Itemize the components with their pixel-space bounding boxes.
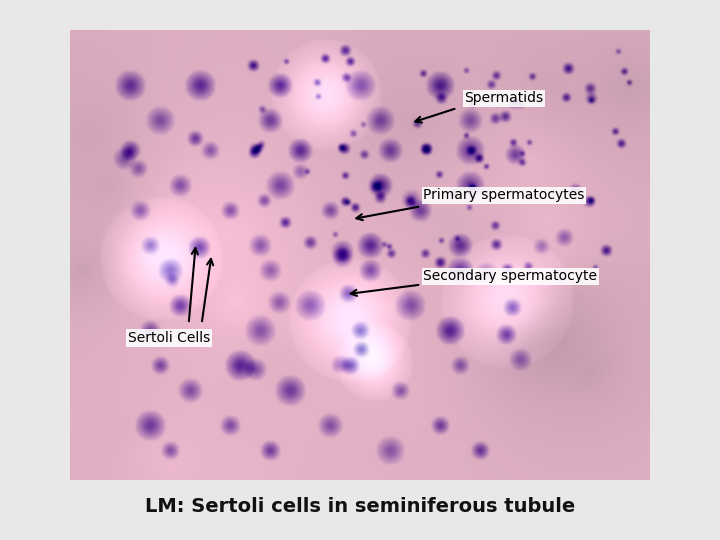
Text: LM: Sertoli cells in seminiferous tubule: LM: Sertoli cells in seminiferous tubule — [145, 497, 575, 516]
Text: Sertoli Cells: Sertoli Cells — [128, 331, 210, 345]
Text: Spermatids: Spermatids — [464, 91, 544, 105]
Text: Primary spermatocytes: Primary spermatocytes — [423, 188, 585, 202]
Text: Secondary spermatocyte: Secondary spermatocyte — [423, 269, 598, 284]
